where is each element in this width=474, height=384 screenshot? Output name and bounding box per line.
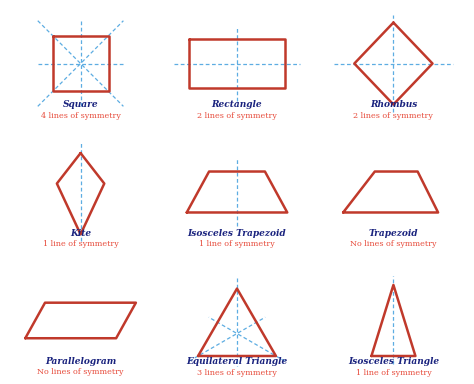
Text: 2 lines of symmetry: 2 lines of symmetry: [197, 112, 277, 119]
Text: No lines of symmetry: No lines of symmetry: [37, 368, 124, 376]
Text: 1 line of symmetry: 1 line of symmetry: [356, 369, 431, 376]
Text: Kite: Kite: [70, 229, 91, 238]
Text: 4 lines of symmetry: 4 lines of symmetry: [41, 112, 120, 119]
Text: Isosceles Triangle: Isosceles Triangle: [348, 358, 439, 366]
Text: Parallelogram: Parallelogram: [45, 357, 116, 366]
Text: Square: Square: [63, 100, 99, 109]
Text: Equilateral Triangle: Equilateral Triangle: [186, 358, 288, 366]
Text: 1 line of symmetry: 1 line of symmetry: [199, 240, 275, 248]
Text: 1 line of symmetry: 1 line of symmetry: [43, 240, 118, 248]
Text: No lines of symmetry: No lines of symmetry: [350, 240, 437, 248]
Text: Rectangle: Rectangle: [212, 100, 262, 109]
Text: 2 lines of symmetry: 2 lines of symmetry: [354, 112, 433, 119]
Text: Isosceles Trapezoid: Isosceles Trapezoid: [188, 229, 286, 238]
Text: 3 lines of symmetry: 3 lines of symmetry: [197, 369, 277, 376]
Text: Rhombus: Rhombus: [370, 100, 417, 109]
Text: Trapezoid: Trapezoid: [369, 229, 418, 238]
